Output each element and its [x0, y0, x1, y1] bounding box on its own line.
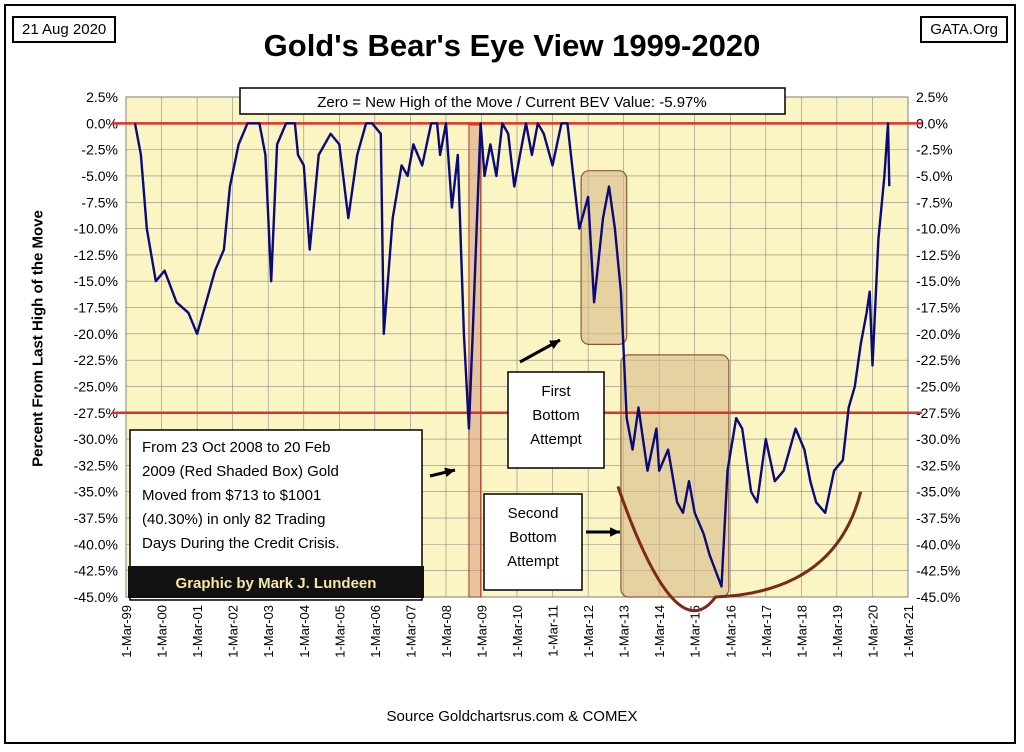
x-tick-label: 1-Mar-09 — [474, 605, 489, 658]
x-tick-label: 1-Mar-02 — [226, 605, 241, 658]
y-tick-label-left: -20.0% — [74, 326, 118, 342]
y-tick-label-right: -17.5% — [916, 300, 960, 316]
zero-note-box — [239, 87, 786, 115]
y-tick-label-right: -45.0% — [916, 589, 960, 605]
y-tick-label-right: -37.5% — [916, 510, 960, 526]
x-tick-label: 1-Mar-04 — [297, 605, 312, 658]
x-tick-label: 1-Mar-12 — [581, 605, 596, 658]
zero-note-text: Zero = New High of the Move / Current BE… — [317, 94, 707, 111]
y-tick-label-right: -22.5% — [916, 352, 960, 368]
y-tick-label-right: -27.5% — [916, 405, 960, 421]
y-tick-label-left: -45.0% — [74, 589, 118, 605]
first-bottom-label-text: Attempt — [530, 431, 583, 448]
x-tick-label: 1-Mar-01 — [190, 605, 205, 658]
chart-title: Gold's Bear's Eye View 1999-2020 — [263, 28, 761, 63]
y-tick-label-left: -32.5% — [74, 457, 118, 473]
y-tick-label-right: -32.5% — [916, 457, 960, 473]
y-tick-label-left: -25.0% — [74, 378, 118, 394]
y-tick-label-left: 2.5% — [86, 89, 118, 105]
y-tick-label-left: -42.5% — [74, 563, 118, 579]
first-bottom-label-text: Bottom — [532, 407, 580, 424]
org-label: GATA.Org — [920, 16, 1008, 43]
y-tick-label-left: -30.0% — [74, 431, 118, 447]
date-label: 21 Aug 2020 — [12, 16, 117, 43]
y-tick-label-left: -10.0% — [74, 221, 118, 237]
x-tick-label: 1-Mar-14 — [652, 605, 667, 658]
x-tick-label: 1-Mar-11 — [546, 605, 561, 657]
x-tick-label: 1-Mar-16 — [723, 605, 738, 658]
x-tick-label: 1-Mar-08 — [439, 605, 454, 658]
second-bottom-label-box — [483, 493, 583, 591]
y-tick-label-left: -12.5% — [74, 247, 118, 263]
x-tick-label: 1-Mar-20 — [865, 605, 880, 658]
x-tick-label: 1-Mar-07 — [403, 605, 418, 658]
y-tick-label-left: -15.0% — [74, 273, 118, 289]
x-tick-label: 1-Mar-03 — [261, 605, 276, 658]
y-tick-label-left: -22.5% — [74, 352, 118, 368]
y-tick-label-right: -12.5% — [916, 247, 960, 263]
x-tick-label: 1-Mar-17 — [759, 605, 774, 658]
y-tick-label-left: -5.0% — [81, 168, 118, 184]
x-tick-label: 1-Mar-99 — [119, 605, 134, 658]
second-bottom-label-text: Bottom — [509, 529, 557, 546]
bev-series-line — [133, 122, 891, 588]
y-tick-label-right: -2.5% — [916, 142, 953, 158]
y-tick-label-right: -10.0% — [916, 221, 960, 237]
crisis-note-text: 2009 (Red Shaded Box) Gold — [142, 463, 339, 480]
x-tick-label: 1-Mar-00 — [155, 605, 170, 658]
credit-banner — [128, 566, 424, 598]
x-tick-label: 1-Mar-15 — [688, 605, 703, 658]
y-tick-label-right: -42.5% — [916, 563, 960, 579]
y-tick-label-right: -40.0% — [916, 536, 960, 552]
first-bottom-label-text: First — [541, 383, 571, 400]
y-tick-label-right: -5.0% — [916, 168, 953, 184]
second-bottom-arrow-head — [610, 527, 620, 537]
y-tick-label-left: -7.5% — [81, 194, 118, 210]
source-note: Source Goldchartsrus.com & COMEX — [386, 708, 638, 725]
y-tick-label-right: -7.5% — [916, 194, 953, 210]
crisis-note-text: Moved from $713 to $1001 — [142, 487, 321, 504]
crisis-note-text: (40.30%) in only 82 Trading — [142, 511, 325, 528]
x-tick-label: 1-Mar-19 — [830, 605, 845, 658]
y-tick-label-left: -17.5% — [74, 300, 118, 316]
y-tick-label-right: -35.0% — [916, 484, 960, 500]
crisis-note-text: Days During the Credit Crisis. — [142, 535, 340, 552]
x-tick-label: 1-Mar-06 — [368, 605, 383, 658]
first-bottom-label-box — [507, 371, 605, 469]
y-tick-label-right: -25.0% — [916, 378, 960, 394]
second-bottom-label-text: Attempt — [507, 553, 560, 570]
first-bottom-arrow-head — [549, 340, 560, 349]
x-tick-label: 1-Mar-18 — [794, 605, 809, 658]
y-tick-label-right: -30.0% — [916, 431, 960, 447]
x-tick-label: 1-Mar-05 — [332, 605, 347, 658]
second-bottom-box — [620, 354, 730, 598]
y-tick-label-left: -27.5% — [74, 405, 118, 421]
x-tick-label: 1-Mar-21 — [901, 605, 916, 658]
y-tick-label-right: 0.0% — [916, 115, 948, 131]
bottom-curve — [616, 485, 863, 613]
y-tick-label-right: -15.0% — [916, 273, 960, 289]
second-bottom-label-text: Second — [508, 505, 559, 522]
y-tick-label-left: -37.5% — [74, 510, 118, 526]
credit-text: Graphic by Mark J. Lundeen — [176, 575, 377, 592]
first-bottom-box — [580, 170, 628, 345]
crisis-note-text: From 23 Oct 2008 to 20 Feb — [142, 439, 330, 456]
y-tick-label-left: -40.0% — [74, 536, 118, 552]
crisis-arrow-head — [444, 467, 455, 477]
y-tick-label-left: -2.5% — [81, 142, 118, 158]
x-tick-label: 1-Mar-10 — [510, 605, 525, 658]
y-tick-label-left: 0.0% — [86, 115, 118, 131]
y-tick-label-right: -20.0% — [916, 326, 960, 342]
y-tick-label-left: -35.0% — [74, 484, 118, 500]
y-tick-label-right: 2.5% — [916, 89, 948, 105]
credit-crisis-box — [468, 124, 482, 598]
x-tick-label: 1-Mar-13 — [617, 605, 632, 658]
